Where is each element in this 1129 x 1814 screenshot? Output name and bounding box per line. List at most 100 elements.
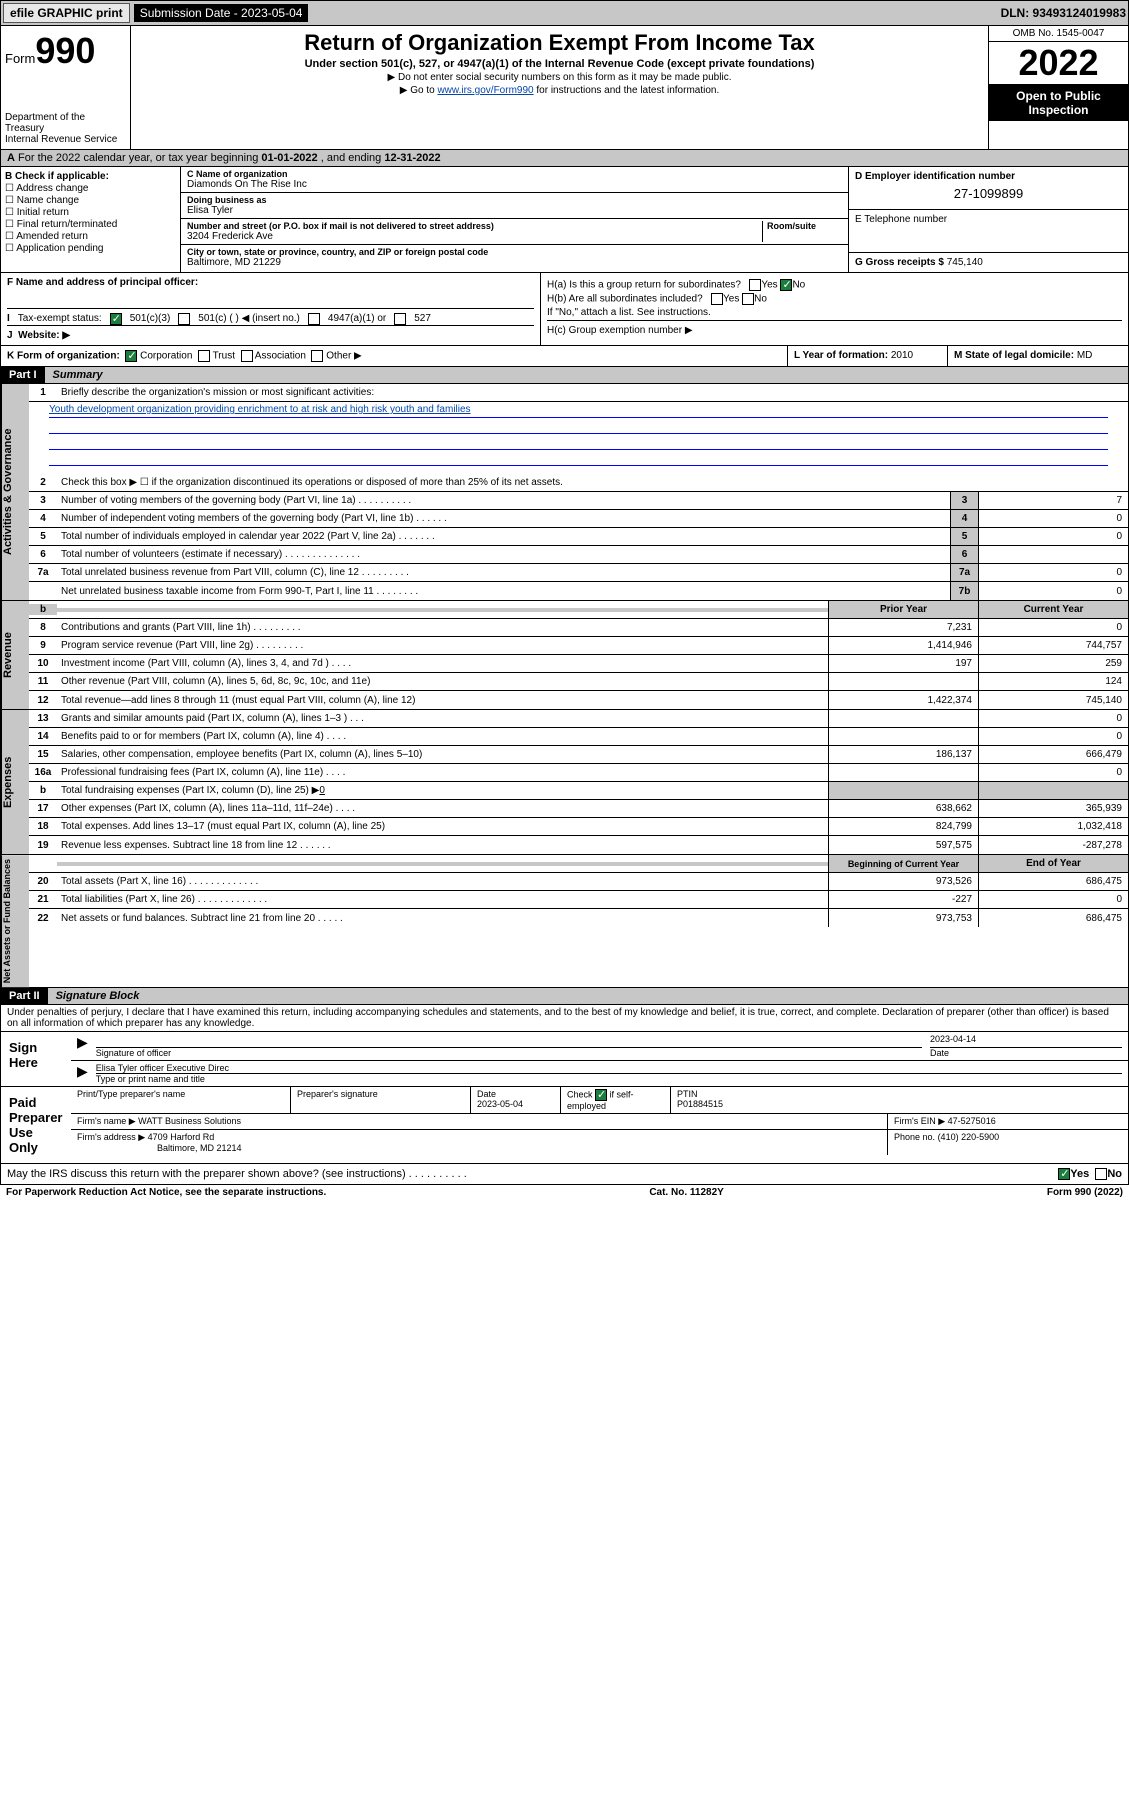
cb-app-pending[interactable]: ☐ Application pending <box>5 243 176 254</box>
firm-addr1: 4709 Harford Rd <box>148 1132 215 1142</box>
hb-no[interactable] <box>742 293 754 305</box>
h-b: H(b) Are all subordinates included? Yes … <box>547 293 1122 305</box>
cb-self-employed[interactable] <box>595 1089 607 1101</box>
dept-treasury: Department of the Treasury <box>5 112 126 134</box>
boy-hdr: Beginning of Current Year <box>828 855 978 872</box>
cb-trust[interactable] <box>198 350 210 362</box>
firm-phone: (410) 220-5900 <box>938 1132 1000 1142</box>
topbar: efile GRAPHIC print Submission Date - 20… <box>0 0 1129 26</box>
line7a: Total unrelated business revenue from Pa… <box>57 565 950 580</box>
line11: Other revenue (Part VIII, column (A), li… <box>57 674 828 689</box>
line2: Check this box ▶ ☐ if the organization d… <box>57 475 1128 490</box>
mission-blank-1 <box>49 420 1108 434</box>
cb-amended[interactable]: ☐ Amended return <box>5 231 176 242</box>
firm-addr2: Baltimore, MD 21214 <box>77 1143 881 1153</box>
omb-number: OMB No. 1545-0047 <box>989 26 1128 42</box>
section-b: B Check if applicable: ☐ Address change … <box>1 167 181 272</box>
section-b-label: B Check if applicable: <box>5 171 176 182</box>
line13: Grants and similar amounts paid (Part IX… <box>57 711 828 726</box>
line7b: Net unrelated business taxable income fr… <box>57 584 950 599</box>
cb-initial-return[interactable]: ☐ Initial return <box>5 207 176 218</box>
firm-ein-cell: Firm's EIN ▶ 47-5275016 <box>888 1114 1128 1129</box>
firm-phone-cell: Phone no. (410) 220-5900 <box>888 1130 1128 1155</box>
line15: Salaries, other compensation, employee b… <box>57 747 828 762</box>
line14-curr: 0 <box>978 728 1128 745</box>
ein-row: D Employer identification number 27-1099… <box>849 167 1128 210</box>
line4-val: 0 <box>978 510 1128 527</box>
period-text: A For the 2022 calendar year, or tax yea… <box>1 150 1128 166</box>
cb-4947[interactable] <box>308 313 320 325</box>
line22-prior: 973,753 <box>828 909 978 927</box>
efile-print-button[interactable]: efile GRAPHIC print <box>3 3 130 23</box>
net-assets-section: Net Assets or Fund Balances Beginning of… <box>0 855 1129 988</box>
h-c: H(c) Group exemption number ▶ <box>547 320 1122 336</box>
line18-prior: 824,799 <box>828 818 978 835</box>
cb-address-change[interactable]: ☐ Address change <box>5 183 176 194</box>
line21: Total liabilities (Part X, line 26) . . … <box>57 892 828 907</box>
prior-year-hdr: Prior Year <box>828 601 978 618</box>
ha-no[interactable] <box>780 279 792 291</box>
org-name: Diamonds On The Rise Inc <box>187 179 842 190</box>
preparer-date-cell: Date 2023-05-04 <box>471 1087 561 1113</box>
line20: Total assets (Part X, line 16) . . . . .… <box>57 874 828 889</box>
phone-label: E Telephone number <box>855 214 1122 225</box>
cb-501c3[interactable] <box>110 313 122 325</box>
line3: Number of voting members of the governin… <box>57 493 950 508</box>
subtitle-2: ▶ Do not enter social security numbers o… <box>135 72 984 83</box>
section-c: C Name of organization Diamonds On The R… <box>181 167 848 272</box>
vtab-ag: Activities & Governance <box>1 384 29 600</box>
signature-section: Under penalties of perjury, I declare th… <box>0 1005 1129 1185</box>
discuss-yes[interactable] <box>1058 1168 1070 1180</box>
mission-blank-3 <box>49 452 1108 466</box>
officer-name-line: ▶ Elisa Tyler officer Executive Direc Ty… <box>71 1061 1128 1086</box>
footer-left: For Paperwork Reduction Act Notice, see … <box>6 1187 326 1198</box>
section-f: F Name and address of principal officer:… <box>1 273 541 345</box>
line11-curr: 124 <box>978 673 1128 690</box>
na-hdr-blank <box>57 862 828 866</box>
firm-name: WATT Business Solutions <box>138 1116 241 1126</box>
arrow-icon-2: ▶ <box>77 1063 88 1084</box>
cb-501c[interactable] <box>178 313 190 325</box>
line17-prior: 638,662 <box>828 800 978 817</box>
cb-other[interactable] <box>311 350 323 362</box>
footer: For Paperwork Reduction Act Notice, see … <box>0 1185 1129 1200</box>
line22: Net assets or fund balances. Subtract li… <box>57 911 828 926</box>
line11-prior <box>828 673 978 690</box>
line16b-prior-shaded <box>828 782 978 799</box>
ha-yes[interactable] <box>749 279 761 291</box>
line9-prior: 1,414,946 <box>828 637 978 654</box>
website-row: J Website: ▶ <box>7 325 534 341</box>
line18-curr: 1,032,418 <box>978 818 1128 835</box>
form-header: Form990 Department of the Treasury Inter… <box>0 26 1129 150</box>
klm-row: K Form of organization: Corporation Trus… <box>0 346 1129 367</box>
cb-527[interactable] <box>394 313 406 325</box>
footer-right: Form 990 (2022) <box>1047 1187 1123 1198</box>
line5-val: 0 <box>978 528 1128 545</box>
cb-assoc[interactable] <box>241 350 253 362</box>
dba-name: Elisa Tyler <box>187 205 842 216</box>
subtitle-3: ▶ Go to www.irs.gov/Form990 for instruct… <box>135 85 984 96</box>
header-left: Form990 Department of the Treasury Inter… <box>1 26 131 149</box>
hb-yes[interactable] <box>711 293 723 305</box>
line12-curr: 745,140 <box>978 691 1128 709</box>
cb-name-change[interactable]: ☐ Name change <box>5 195 176 206</box>
line7b-val: 0 <box>978 582 1128 600</box>
discuss-row: May the IRS discuss this return with the… <box>1 1163 1128 1184</box>
section-h: H(a) Is this a group return for subordin… <box>541 273 1128 345</box>
line16a-curr: 0 <box>978 764 1128 781</box>
cb-final-return[interactable]: ☐ Final return/terminated <box>5 219 176 230</box>
revenue-section: Revenue bPrior YearCurrent Year 8Contrib… <box>0 601 1129 710</box>
line18: Total expenses. Add lines 13–17 (must eq… <box>57 819 828 834</box>
discuss-no[interactable] <box>1095 1168 1107 1180</box>
line13-prior <box>828 710 978 727</box>
officer-sig-line: ▶ Signature of officer 2023-04-14 Date <box>71 1032 1128 1061</box>
street-row: Number and street (or P.O. box if mail i… <box>181 219 848 245</box>
state-domicile: MD <box>1077 350 1093 361</box>
line19-curr: -287,278 <box>978 836 1128 854</box>
gross-receipts-row: G Gross receipts $ 745,140 <box>849 253 1128 272</box>
line9: Program service revenue (Part VIII, line… <box>57 638 828 653</box>
irs-link[interactable]: www.irs.gov/Form990 <box>437 85 533 96</box>
tax-year: 2022 <box>989 42 1128 85</box>
cb-corp[interactable] <box>125 350 137 362</box>
gross-receipts: 745,140 <box>947 257 983 268</box>
